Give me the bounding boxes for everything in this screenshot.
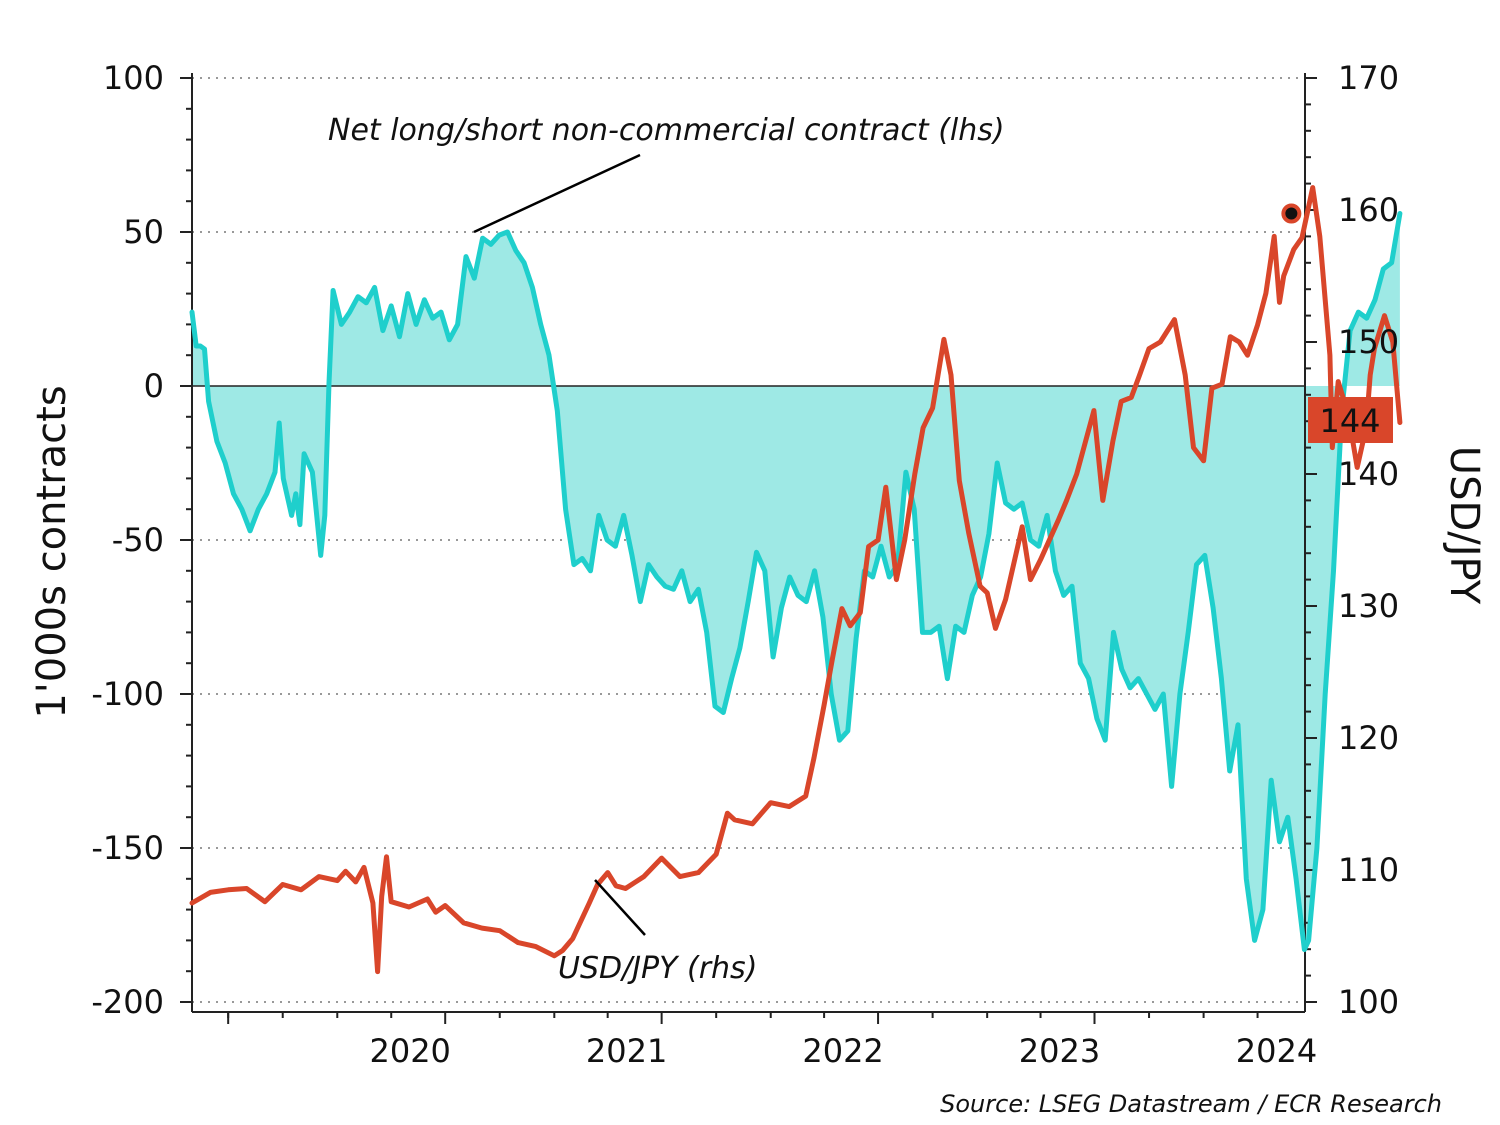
left-tick-label: -200 — [91, 983, 164, 1021]
net-positioning-line — [189, 211, 1403, 953]
annotation-net-positioning-leader — [473, 153, 641, 234]
x-tick-label-2024: 2024 — [1236, 1032, 1317, 1070]
left-tick-label: 100 — [103, 59, 164, 97]
right-tick-label: 120 — [1338, 719, 1399, 757]
left-axis-title: 1'000s contracts — [29, 385, 75, 718]
source-note: Source: LSEG Datastream / ECR Research — [940, 1090, 1442, 1118]
annotation-usdjpy-leader — [594, 879, 646, 936]
net-positioning-end-marker — [1281, 203, 1302, 224]
right-tick-label: 150 — [1338, 323, 1399, 361]
right-tick-label: 170 — [1338, 59, 1399, 97]
right-tick-label: 110 — [1338, 851, 1399, 889]
left-tick-label: -50 — [112, 521, 164, 559]
right-tick-label: 140 — [1338, 455, 1399, 493]
net-positioning-area — [192, 213, 1400, 950]
x-tick-label-2020: 2020 — [369, 1032, 450, 1070]
series-lines — [189, 185, 1403, 975]
tick-labels: 100 50 0 -50 -100 -150 -200 170 160 150 140 130 120 1… — [91, 59, 1399, 1070]
annotation-net-positioning: Net long/short non-commercial contract (… — [328, 113, 1005, 234]
x-tick-label-2023: 2023 — [1019, 1032, 1100, 1070]
right-tick-label: 130 — [1338, 587, 1399, 625]
last-value-badge-label: 144 — [1319, 402, 1380, 440]
annotation-net-positioning-label: Net long/short non-commercial contract (… — [328, 113, 1005, 148]
left-tick-label: -100 — [91, 675, 164, 713]
right-tick-label: 160 — [1338, 191, 1399, 229]
left-tick-label: 0 — [144, 367, 164, 405]
left-tick-label: -150 — [91, 829, 164, 867]
annotation-usdjpy-label: USD/JPY (rhs) — [558, 951, 757, 986]
last-value-badge-box — [1308, 397, 1393, 443]
annotation-usdjpy: USD/JPY (rhs) — [558, 879, 757, 986]
left-tick-label: 50 — [123, 213, 164, 251]
x-tick-label-2021: 2021 — [586, 1032, 667, 1070]
x-tick-label-2022: 2022 — [802, 1032, 883, 1070]
gridlines — [192, 77, 1305, 1003]
positioning-area-layer — [192, 213, 1400, 950]
usdjpy-line — [189, 185, 1403, 975]
right-tick-label: 100 — [1338, 983, 1399, 1021]
last-value-badge: 144 — [1308, 397, 1393, 443]
right-axis-title: USD/JPY — [1441, 446, 1487, 605]
